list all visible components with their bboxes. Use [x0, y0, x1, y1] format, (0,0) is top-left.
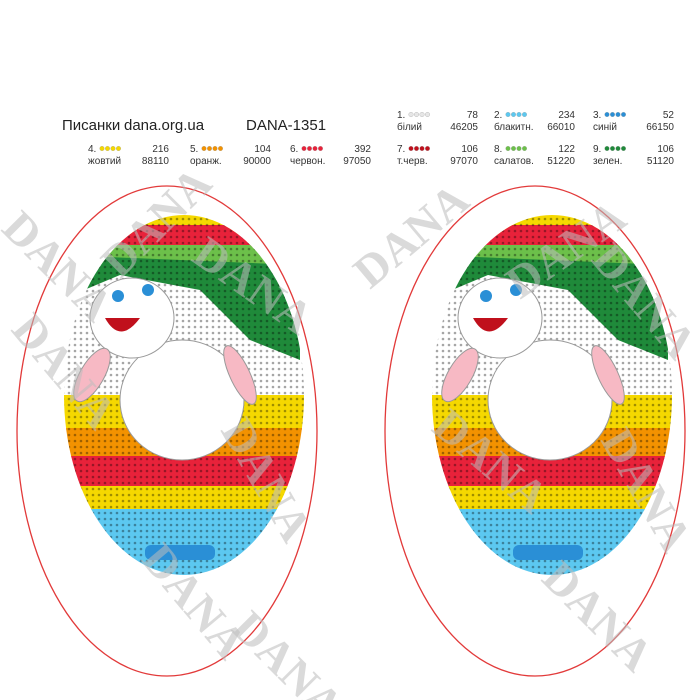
item-number: 7. [397, 144, 405, 155]
legend-item: 1. 78 білий 46205 [397, 110, 478, 133]
item-name: червон. [290, 156, 325, 167]
bead-dot [419, 146, 425, 151]
item-code: 90000 [243, 156, 271, 167]
item-name: синій [593, 122, 617, 133]
bead-dot [312, 146, 318, 151]
product-code: DANA-1351 [246, 117, 326, 134]
item-name: оранж. [190, 156, 222, 167]
legend-item: 8. 122 салатов. 51220 [494, 144, 575, 167]
item-code: 66150 [646, 122, 674, 133]
item-count: 104 [254, 144, 271, 155]
bead-dot [414, 112, 419, 117]
item-count: 52 [663, 110, 675, 121]
item-number: 4. [88, 144, 96, 155]
item-name: білий [397, 121, 422, 133]
item-count: 122 [558, 144, 575, 155]
watermark: DANA [223, 601, 353, 700]
watermark: DANA [533, 551, 663, 681]
item-code: 51220 [547, 156, 575, 167]
bead-dot [425, 146, 430, 151]
legend-item: 3. 52 синій 66150 [593, 110, 674, 133]
item-name: зелен. [593, 156, 622, 167]
item-code: 88110 [142, 156, 170, 167]
item-code: 46205 [450, 122, 478, 133]
item-name: жовтий [88, 156, 121, 167]
item-code: 97050 [343, 156, 371, 167]
bead-dot [318, 146, 323, 151]
item-number: 2. [494, 110, 502, 121]
item-name: салатов. [494, 156, 534, 167]
legend-item: 2. 234 блакитн. 66010 [494, 110, 575, 133]
legend-item: 7. 106 т.черв. 97070 [397, 144, 478, 167]
legend-item: 9. 106 зелен. 51120 [593, 144, 674, 167]
item-count: 78 [467, 110, 479, 121]
bead-dot [522, 112, 527, 117]
bead-dot [110, 146, 116, 151]
item-number: 8. [494, 144, 502, 155]
bead-dot [621, 112, 626, 117]
item-number: 9. [593, 144, 601, 155]
bead-dot [207, 146, 212, 151]
item-number: 3. [593, 110, 601, 121]
legend-item: 6. 392 червон. 97050 [290, 144, 371, 167]
legend-item: 4. 216 жовтий 88110 [88, 144, 169, 167]
item-count: 216 [152, 144, 169, 155]
watermark: DANA [344, 173, 479, 297]
bead-dot [218, 146, 223, 151]
bead-dot [621, 146, 626, 151]
bead-dot [307, 146, 312, 151]
site: dana.org.ua [124, 117, 205, 134]
legend-item: 5. 104 оранж. 90000 [190, 144, 271, 167]
item-name: т.черв. [397, 156, 428, 167]
item-code: 66010 [547, 122, 575, 133]
item-code: 97070 [450, 156, 478, 167]
legend: 1. 78 білий 46205 2. 234 блакитн. 66010 3. 52 сині… [88, 110, 674, 167]
bead-dot [414, 146, 419, 151]
item-code: 51120 [647, 156, 675, 167]
bead-dot [615, 112, 621, 117]
bead-dot [99, 146, 105, 151]
bead-dot [516, 146, 522, 151]
bead-dot [301, 146, 307, 151]
item-number: 6. [290, 144, 298, 155]
bead-dot [425, 112, 430, 117]
bead-dot [522, 146, 527, 151]
bead-dot [511, 112, 516, 117]
item-name: блакитн. [494, 121, 534, 133]
bead-dot [604, 146, 610, 151]
bead-dot [516, 112, 522, 117]
bead-dot [105, 146, 110, 151]
bead-dot [615, 146, 621, 151]
item-count: 392 [354, 144, 371, 155]
bead-dot [610, 112, 615, 117]
item-count: 106 [657, 144, 674, 155]
item-number: 1. [397, 110, 405, 121]
bead-dot [505, 112, 511, 117]
bead-dot [116, 146, 121, 151]
bead-dot [201, 146, 207, 151]
bead-dot [419, 112, 425, 117]
bead-dot [610, 146, 615, 151]
bead-dot [511, 146, 516, 151]
bead-dot [408, 112, 414, 117]
bead-dot [408, 146, 414, 151]
bead-dot [604, 112, 610, 117]
item-number: 5. [190, 144, 198, 155]
bead-dot [212, 146, 218, 151]
bead-dot [505, 146, 511, 151]
title: Писанки [62, 117, 120, 134]
item-count: 106 [461, 144, 478, 155]
item-count: 234 [558, 110, 575, 121]
